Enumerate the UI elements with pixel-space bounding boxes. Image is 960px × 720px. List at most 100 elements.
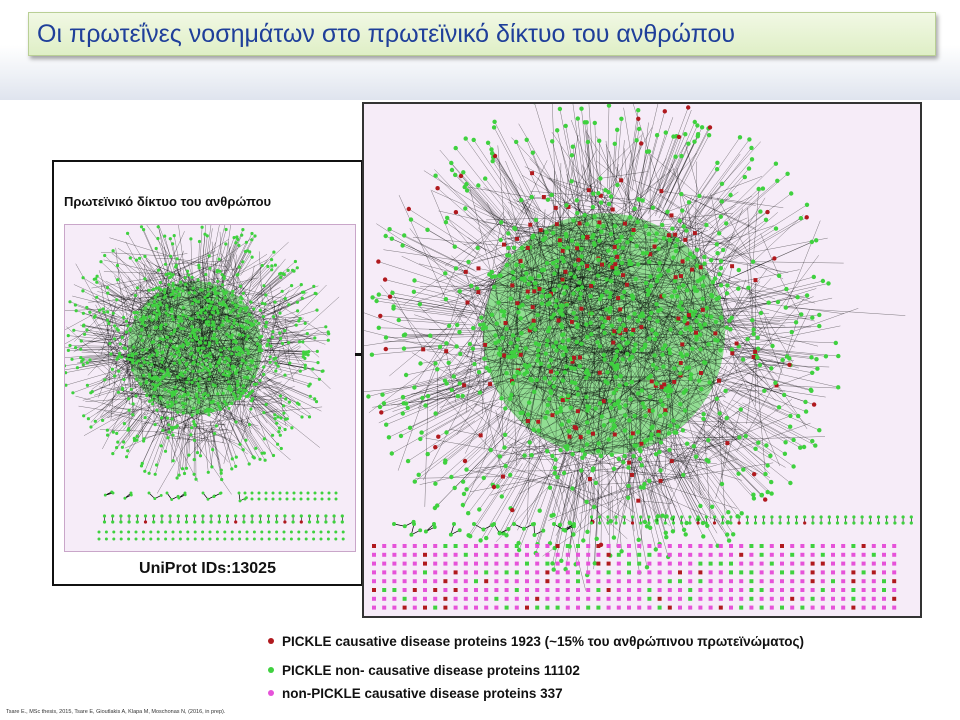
network-node [556, 318, 561, 323]
network-node [515, 337, 521, 342]
network-edge [404, 235, 475, 271]
network-node [231, 308, 235, 312]
network-edge [587, 336, 690, 339]
network-edge [657, 320, 721, 368]
network-node [156, 293, 160, 297]
network-edge [264, 363, 301, 372]
network-node [153, 368, 157, 372]
network-node [577, 221, 582, 226]
network-edge [597, 163, 619, 276]
component-node [334, 537, 338, 541]
network-node [557, 106, 563, 112]
network-edge [220, 229, 244, 284]
network-edge [225, 281, 244, 298]
network-edge [87, 370, 129, 386]
network-node [227, 335, 231, 339]
network-node [150, 398, 154, 402]
network-node [283, 373, 287, 377]
network-edge [689, 417, 744, 470]
network-node [233, 346, 237, 350]
network-node [273, 263, 277, 267]
network-node [433, 481, 438, 486]
network-node [635, 219, 640, 225]
network-node [206, 287, 210, 291]
network-node [658, 478, 663, 483]
network-edge [267, 391, 310, 418]
network-edge [85, 398, 129, 402]
network-edge [127, 329, 142, 385]
network-node [666, 394, 671, 399]
network-edge [705, 422, 766, 475]
network-node [215, 268, 220, 272]
network-edge [230, 336, 273, 371]
network-node [504, 371, 509, 376]
network-node [460, 502, 466, 508]
network-node [158, 312, 162, 316]
network-node [157, 343, 161, 347]
network-edge [776, 385, 841, 389]
network-node [592, 120, 597, 126]
left-network-canvas [64, 224, 356, 552]
network-edge [577, 118, 589, 202]
network-node [571, 532, 576, 537]
network-edge [715, 321, 728, 353]
network-node [382, 277, 388, 282]
network-node [453, 145, 458, 151]
network-edge [422, 291, 479, 312]
component-node [320, 491, 324, 495]
network-node [236, 379, 240, 383]
network-node [65, 383, 68, 387]
network-node [208, 315, 213, 319]
network-node [273, 413, 277, 417]
network-edge [489, 360, 538, 450]
network-edge [746, 381, 815, 405]
network-node [663, 130, 668, 135]
network-node [412, 278, 417, 283]
network-edge [191, 307, 219, 327]
network-node [245, 375, 249, 379]
network-node [715, 251, 720, 256]
network-node [418, 436, 423, 442]
network-node [436, 434, 441, 439]
network-edge [706, 440, 739, 474]
network-edge [556, 223, 638, 258]
network-edge [109, 314, 143, 323]
network-edge [636, 368, 675, 421]
network-node [247, 313, 251, 317]
network-node [285, 417, 289, 421]
network-edge [530, 190, 643, 201]
network-node [111, 311, 115, 315]
network-edge [624, 158, 667, 224]
component-node [257, 491, 261, 495]
network-node [216, 392, 220, 396]
network-node [279, 275, 283, 279]
network-edge [73, 330, 125, 338]
network-edge [407, 377, 490, 409]
component-node [306, 491, 310, 495]
network-node [158, 382, 162, 386]
network-node [619, 116, 624, 121]
network-edge [178, 371, 199, 404]
network-edge [507, 201, 578, 249]
network-edge [154, 385, 176, 447]
network-node [295, 300, 299, 304]
network-node [194, 477, 198, 481]
network-edge [224, 348, 263, 363]
network-node [243, 249, 248, 254]
network-node [758, 209, 763, 214]
network-edge [685, 290, 691, 328]
network-node [501, 313, 506, 318]
network-node [93, 419, 97, 423]
network-edge [237, 384, 256, 386]
network-node [155, 325, 159, 329]
network-edge [157, 307, 211, 354]
network-edge [198, 302, 222, 305]
network-node [190, 426, 194, 430]
network-edge [753, 358, 790, 366]
component-node [326, 537, 330, 541]
network-node [563, 567, 568, 572]
network-edge [69, 301, 117, 320]
component-node [186, 537, 190, 541]
network-node [697, 314, 702, 319]
network-edge [611, 485, 615, 538]
